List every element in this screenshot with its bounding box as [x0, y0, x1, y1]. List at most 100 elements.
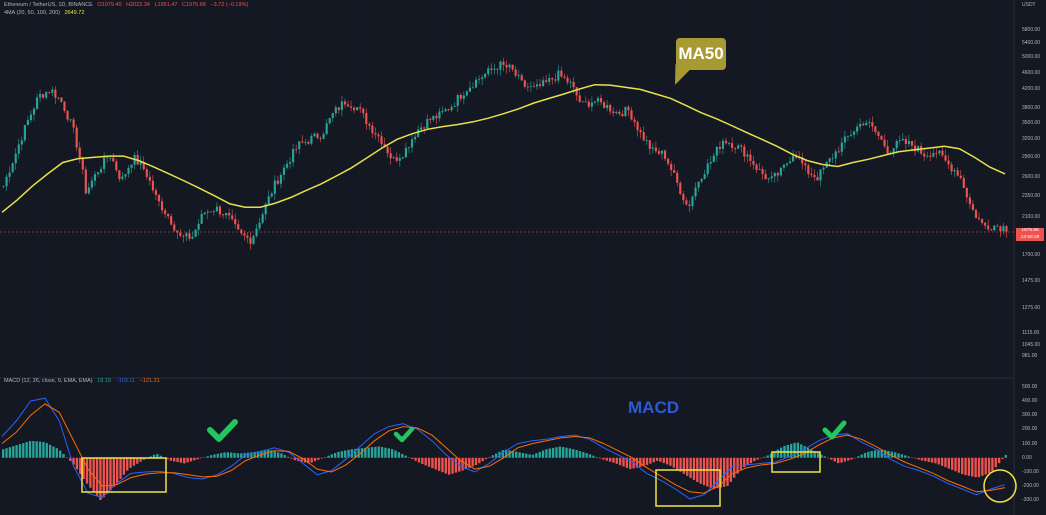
candle-body: [575, 87, 578, 96]
macd-hist-bar: [12, 446, 15, 458]
macd-hist-bar: [659, 457, 662, 462]
macd-legend: MACD (12, 26, close, 9, EMA, EMA) 18.19 …: [4, 378, 163, 384]
candle-body: [685, 200, 688, 205]
macd-hist-bar: [256, 451, 260, 458]
macd-hist-bar: [535, 453, 538, 458]
candle-body: [526, 86, 529, 88]
candle-body: [977, 217, 981, 219]
candle-body: [941, 150, 944, 156]
candle-body: [779, 167, 782, 176]
macd-hist-bar: [833, 457, 836, 462]
macd-hist-bar: [890, 451, 893, 458]
macd-hist-bar: [99, 457, 102, 501]
macd-hist-bar: [126, 457, 129, 471]
candle-body: [301, 141, 304, 143]
macd-hist-bar: [826, 457, 830, 459]
ma-value: 2649.72: [64, 10, 85, 16]
macd-hist-bar: [320, 457, 323, 459]
candle-body: [17, 144, 20, 154]
candle-body: [115, 161, 118, 171]
candle-body: [840, 142, 843, 152]
price-tick-label: 5800.00: [1022, 27, 1041, 34]
candle-body: [5, 176, 8, 187]
macd-hist-bar: [977, 457, 981, 478]
candle-body: [865, 122, 868, 126]
candle-body: [307, 142, 310, 144]
macd-hist-bar: [38, 441, 42, 458]
candle-body: [240, 229, 243, 234]
macd-hist-bar: [847, 457, 850, 461]
candle-body: [103, 157, 106, 170]
candle-body: [673, 170, 676, 173]
macd-hist-bar: [679, 457, 682, 472]
macd-hist-bar: [816, 452, 820, 458]
candle-body: [788, 161, 792, 164]
candle-body: [511, 64, 514, 70]
macd-hist-bar: [461, 457, 464, 471]
macd-hist-bar: [236, 453, 240, 458]
candle-body: [868, 122, 871, 124]
macd-hist-bar: [25, 442, 28, 458]
macd-hist-bar: [347, 449, 350, 458]
candle-body: [837, 151, 840, 153]
macd-hist-bar: [270, 450, 273, 458]
candle-body: [852, 131, 856, 135]
macd-hist-bar: [28, 441, 32, 458]
price-tick-label: 1475.00: [1022, 278, 1041, 285]
macd-hist-bar: [964, 457, 967, 476]
candle-body: [279, 174, 283, 184]
macd-hist-bar: [481, 457, 484, 462]
candle-body: [237, 224, 240, 230]
candle-body: [185, 233, 188, 237]
candle-body: [148, 176, 151, 181]
macd-hist-bar: [655, 457, 659, 461]
macd-hist-bar: [525, 453, 528, 458]
macd-hist-bar: [364, 447, 367, 458]
candle-body: [953, 170, 956, 172]
candle-body: [392, 157, 395, 159]
macd-hist-bar: [417, 457, 421, 463]
macd-hist-bar: [169, 457, 173, 461]
candle-body: [874, 126, 877, 132]
price-tick-label: 4600.00: [1022, 69, 1041, 76]
candle-body: [746, 154, 749, 157]
candle-body: [176, 230, 179, 233]
candle-body: [993, 225, 996, 231]
candle-body: [676, 172, 679, 183]
macd-hist-bar: [719, 457, 722, 488]
highlight-box-2: [655, 469, 721, 507]
candle-body: [999, 226, 1002, 232]
macd-hist-bar: [649, 457, 652, 464]
candle-body: [548, 77, 551, 82]
macd-hist-bar: [709, 457, 712, 488]
macd-hist-bar: [810, 449, 813, 458]
macd-hist-bar: [159, 455, 162, 458]
candle-body: [538, 84, 542, 86]
candle-body: [731, 143, 734, 149]
macd-hist-bar: [981, 457, 984, 476]
candle-body: [234, 219, 237, 225]
macd-hist-bar: [562, 447, 565, 458]
candle-body: [813, 175, 816, 178]
candle-body: [694, 187, 697, 197]
candle-body: [343, 101, 347, 105]
candle-body: [267, 196, 270, 205]
macd-hist-bar: [595, 457, 598, 458]
candle-body: [389, 153, 392, 159]
candle-body: [478, 78, 481, 80]
candle-body: [194, 229, 197, 237]
candle-body: [218, 206, 222, 215]
candle-body: [935, 153, 938, 154]
macd-hist-bar: [253, 451, 256, 458]
candle-body: [72, 119, 75, 128]
candle-body: [956, 170, 959, 176]
candle-body: [35, 97, 39, 109]
macd-hist-bar: [15, 445, 18, 458]
candle-body: [14, 153, 17, 164]
candle-body: [846, 135, 850, 137]
candle-body: [987, 225, 990, 230]
macd-hist-bar: [585, 453, 588, 458]
macd-hist-bar: [132, 457, 136, 466]
macd-hist-bar: [806, 447, 810, 458]
